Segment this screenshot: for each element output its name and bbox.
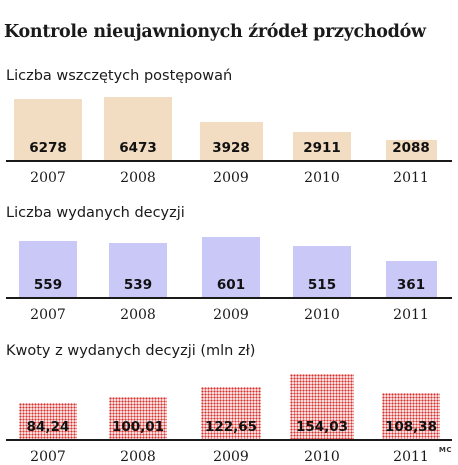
bar-1-2010 [293,132,351,160]
bar-3-2009 [201,387,261,439]
value-label-1-2008: 6473 [119,140,157,156]
x-tick-2-2008: 2008 [120,307,156,323]
x-tick-3-2010: 2010 [304,449,340,465]
x-tick-3-2008: 2008 [120,449,156,465]
x-tick-2-2011: 2011 [393,307,429,323]
bar-3-2008 [109,397,167,439]
value-label-2-2007: 559 [33,277,63,293]
credit-label: MC [438,446,452,454]
value-label-2-2011: 361 [396,277,426,293]
x-tick-2-2007: 2007 [30,307,66,323]
value-label-3-2009: 122,65 [204,419,258,435]
x-tick-1-2007: 2007 [30,170,66,186]
chart-main-title: Kontrole nieujawnionych źródeł przychodó… [4,22,426,42]
bar-2-2007 [19,241,77,297]
value-label-1-2007: 6278 [29,140,67,156]
bar-3-2011 [382,393,440,439]
bar-1-2008 [104,97,172,160]
panel-title-1: Liczba wszczętych postępowań [6,68,233,84]
bar-3-2007 [19,403,77,439]
x-tick-1-2009: 2009 [213,170,249,186]
panel-title-2: Liczba wydanych decyzji [6,205,185,221]
baseline-1 [6,160,452,162]
x-tick-3-2011: 2011 [393,449,429,465]
value-label-2-2010: 515 [307,277,337,293]
baseline-3 [6,439,452,441]
value-label-2-2009: 601 [216,277,246,293]
value-label-3-2011: 108,38 [384,419,438,435]
x-tick-1-2008: 2008 [120,170,156,186]
value-label-3-2007: 84,24 [26,419,70,435]
value-label-1-2010: 2911 [303,140,341,156]
value-label-3-2008: 100,01 [111,419,165,435]
x-tick-1-2010: 2010 [304,170,340,186]
bar-2-2011 [385,261,437,297]
baseline-2 [6,297,452,299]
bar-1-2011 [385,140,437,160]
bar-2-2008 [109,243,167,297]
x-tick-3-2009: 2009 [213,449,249,465]
x-tick-2-2009: 2009 [213,307,249,323]
value-label-1-2009: 3928 [212,140,250,156]
value-label-1-2011: 2088 [392,140,430,156]
bar-2-2010 [293,246,351,297]
x-tick-3-2007: 2007 [30,449,66,465]
bar-2-2009 [202,237,260,297]
x-tick-2-2010: 2010 [304,307,340,323]
value-label-2-2008: 539 [123,277,153,293]
bar-1-2007 [14,99,82,160]
x-tick-1-2011: 2011 [393,170,429,186]
bar-1-2009 [199,122,263,160]
bar-3-2010 [290,374,354,439]
panel-title-3: Kwoty z wydanych decyzji (mln zł) [6,343,256,359]
value-label-3-2010: 154,03 [295,419,349,435]
